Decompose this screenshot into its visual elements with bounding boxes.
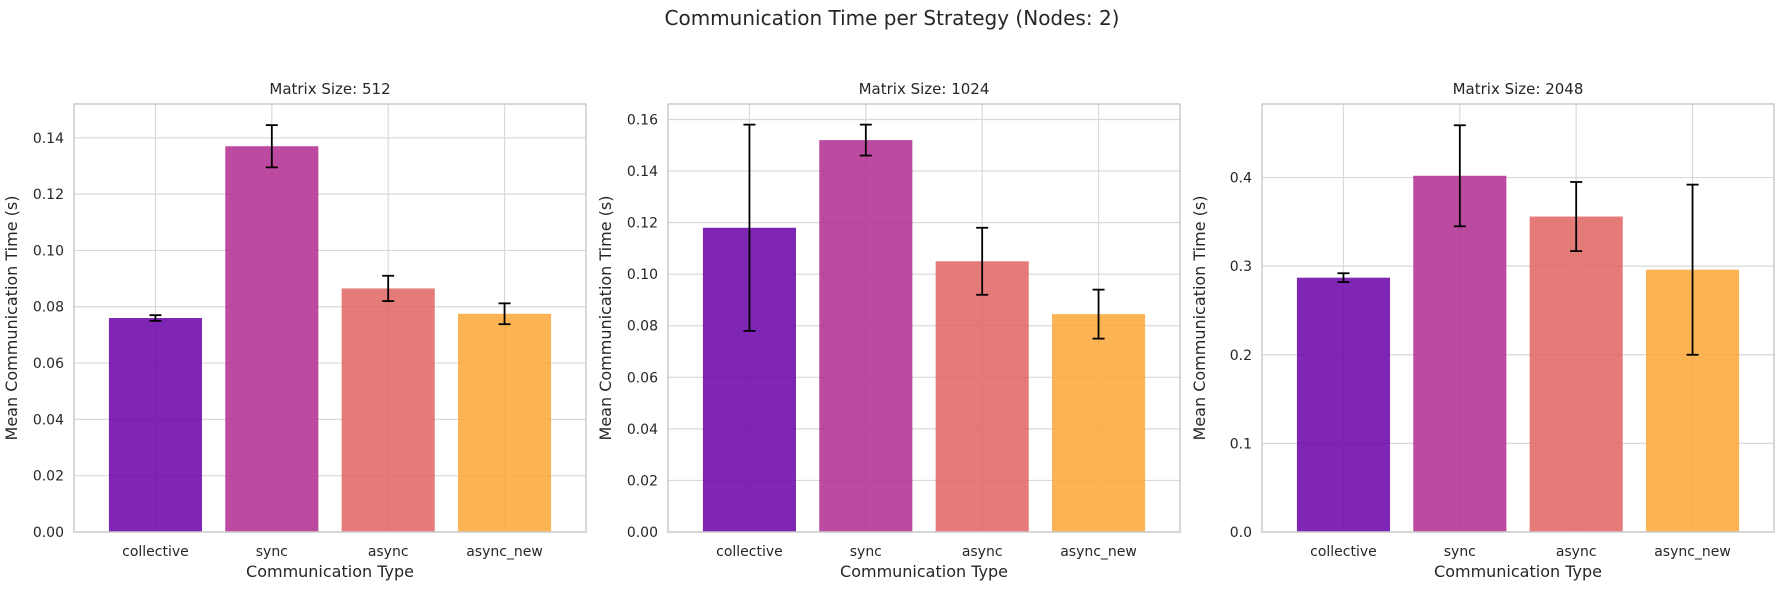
y-tick-label: 0.00 xyxy=(33,525,64,541)
y-tick-label: 0.14 xyxy=(627,164,658,180)
x-tick-label: async xyxy=(368,544,409,560)
axes-frame xyxy=(1261,103,1775,533)
bar-collective xyxy=(1296,277,1390,532)
bar-collective xyxy=(108,318,202,532)
y-tick-label: 0.0 xyxy=(1230,525,1252,541)
y-tick-label: 0.3 xyxy=(1230,259,1252,275)
y-tick-label: 0.08 xyxy=(627,319,658,335)
bar-sync xyxy=(1413,175,1507,532)
bar-sync xyxy=(225,146,319,532)
bar-async xyxy=(1529,216,1623,532)
x-axis-label: Communication Type xyxy=(840,562,1008,581)
y-tick-label: 0.02 xyxy=(627,473,658,489)
axes-frame xyxy=(73,103,587,533)
subplot-title: Matrix Size: 1024 xyxy=(859,80,990,98)
y-tick-label: 0.04 xyxy=(33,412,64,428)
subplot-title: Matrix Size: 2048 xyxy=(1453,80,1584,98)
y-tick-label: 0.12 xyxy=(627,216,658,232)
y-tick-label: 0.08 xyxy=(33,300,64,316)
bar-sync xyxy=(819,140,913,533)
bar-async_new xyxy=(1052,314,1146,532)
y-tick-label: 0.02 xyxy=(33,469,64,485)
y-axis-label: Mean Communication Time (s) xyxy=(1190,196,1209,441)
y-tick-label: 0.16 xyxy=(627,112,658,128)
bar-async_new xyxy=(458,313,552,532)
y-tick-label: 0.10 xyxy=(33,243,64,259)
x-tick-label: sync xyxy=(1444,544,1476,560)
figure-title: Communication Time per Strategy (Nodes: … xyxy=(664,6,1120,30)
y-tick-label: 0.06 xyxy=(627,370,658,386)
y-tick-label: 0.12 xyxy=(33,187,64,203)
x-axis-label: Communication Type xyxy=(1434,562,1602,581)
y-tick-label: 0.4 xyxy=(1230,171,1252,187)
x-axis-label: Communication Type xyxy=(246,562,414,581)
x-tick-label: async_new xyxy=(1060,544,1137,560)
x-tick-label: collective xyxy=(1310,544,1377,560)
bar-async xyxy=(935,261,1029,532)
x-tick-label: async_new xyxy=(466,544,543,560)
x-tick-label: sync xyxy=(850,544,882,560)
x-tick-label: async_new xyxy=(1654,544,1731,560)
y-tick-label: 0.10 xyxy=(627,267,658,283)
y-tick-label: 0.00 xyxy=(627,525,658,541)
x-tick-label: collective xyxy=(122,544,189,560)
y-tick-label: 0.14 xyxy=(33,131,64,147)
y-axis-label: Mean Communication Time (s) xyxy=(2,196,21,441)
x-tick-label: async xyxy=(962,544,1003,560)
axes-frame xyxy=(667,103,1181,533)
y-axis-label: Mean Communication Time (s) xyxy=(596,196,615,441)
y-tick-label: 0.06 xyxy=(33,356,64,372)
bar-async xyxy=(341,288,435,532)
x-tick-label: async xyxy=(1556,544,1597,560)
x-tick-label: sync xyxy=(256,544,288,560)
y-tick-label: 0.2 xyxy=(1230,348,1252,364)
y-tick-label: 0.04 xyxy=(627,422,658,438)
subplot-title: Matrix Size: 512 xyxy=(269,80,390,98)
x-tick-label: collective xyxy=(716,544,783,560)
y-tick-label: 0.1 xyxy=(1230,436,1252,452)
